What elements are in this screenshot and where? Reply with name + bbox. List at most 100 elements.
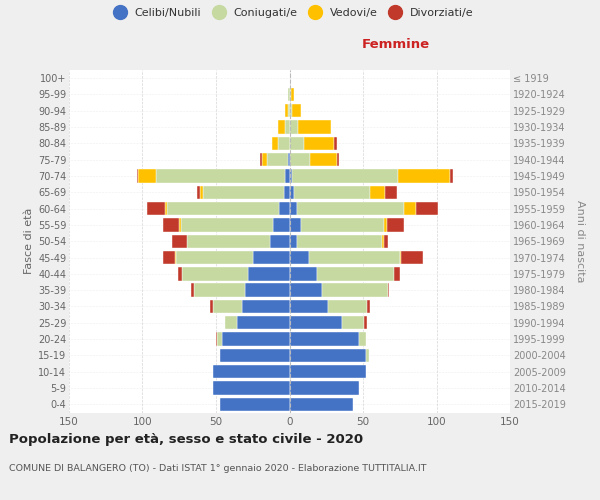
Bar (176, 251, 253, 264)
Bar (236, 316, 290, 330)
Bar (274, 218, 290, 232)
Bar (398, 170, 450, 182)
Bar (290, 284, 322, 297)
Bar (290, 300, 328, 313)
Bar (253, 251, 290, 264)
Bar (290, 332, 359, 346)
Bar (163, 218, 179, 232)
Bar (401, 251, 423, 264)
Text: Popolazione per età, sesso e stato civile - 2020: Popolazione per età, sesso e stato civil… (9, 432, 363, 446)
Bar (242, 300, 290, 313)
Bar (404, 202, 416, 215)
Bar (262, 153, 268, 166)
Bar (182, 267, 248, 280)
Bar (386, 218, 404, 232)
Bar (285, 104, 288, 118)
Bar (292, 104, 301, 118)
Bar (370, 186, 385, 199)
Bar (290, 365, 366, 378)
Bar (317, 267, 394, 280)
Bar (388, 284, 389, 297)
Bar (394, 267, 400, 280)
Bar (290, 136, 304, 150)
Bar (400, 251, 401, 264)
Bar (290, 88, 291, 101)
Bar (328, 300, 367, 313)
Bar (278, 136, 290, 150)
Bar (290, 234, 297, 248)
Bar (290, 170, 292, 182)
Bar (213, 365, 290, 378)
Bar (304, 136, 334, 150)
Bar (367, 300, 370, 313)
Bar (297, 234, 382, 248)
Bar (290, 104, 292, 118)
Bar (310, 153, 337, 166)
Bar (138, 170, 156, 182)
Y-axis label: Fasce di età: Fasce di età (23, 208, 34, 274)
Bar (291, 88, 294, 101)
Bar (337, 153, 340, 166)
Bar (290, 120, 298, 134)
Text: Femmine: Femmine (361, 38, 430, 51)
Text: COMUNE DI BALANGERO (TO) - Dati ISTAT 1° gennaio 2020 - Elaborazione TUTTITALIA.: COMUNE DI BALANGERO (TO) - Dati ISTAT 1°… (9, 464, 427, 473)
Bar (450, 170, 452, 182)
Bar (210, 300, 213, 313)
Bar (290, 267, 317, 280)
Bar (203, 186, 284, 199)
Bar (172, 234, 187, 248)
Y-axis label: Anni di nascita: Anni di nascita (575, 200, 585, 282)
Bar (288, 88, 290, 101)
Bar (288, 104, 290, 118)
Bar (222, 332, 290, 346)
Bar (260, 153, 262, 166)
Bar (383, 234, 388, 248)
Bar (278, 120, 285, 134)
Bar (290, 251, 308, 264)
Bar (290, 202, 297, 215)
Bar (225, 316, 236, 330)
Bar (290, 316, 343, 330)
Bar (285, 170, 290, 182)
Bar (137, 170, 138, 182)
Bar (167, 202, 279, 215)
Bar (178, 267, 182, 280)
Bar (279, 202, 290, 215)
Bar (217, 332, 222, 346)
Bar (194, 284, 245, 297)
Bar (245, 284, 290, 297)
Bar (268, 153, 288, 166)
Bar (179, 218, 181, 232)
Bar (284, 186, 290, 199)
Bar (364, 316, 367, 330)
Bar (163, 251, 175, 264)
Bar (359, 332, 366, 346)
Bar (322, 284, 388, 297)
Bar (200, 186, 203, 199)
Bar (290, 186, 294, 199)
Bar (297, 202, 404, 215)
Bar (301, 218, 383, 232)
Bar (298, 120, 331, 134)
Bar (366, 348, 369, 362)
Bar (385, 186, 397, 199)
Bar (382, 234, 383, 248)
Bar (290, 382, 359, 394)
Bar (294, 186, 370, 199)
Bar (248, 267, 290, 280)
Bar (271, 234, 290, 248)
Bar (220, 398, 290, 411)
Bar (288, 153, 290, 166)
Bar (416, 202, 438, 215)
Bar (290, 398, 353, 411)
Bar (164, 202, 167, 215)
Bar (197, 186, 200, 199)
Bar (213, 382, 290, 394)
Bar (213, 300, 242, 313)
Bar (343, 316, 364, 330)
Bar (191, 284, 194, 297)
Bar (187, 234, 271, 248)
Bar (216, 332, 217, 346)
Bar (292, 170, 398, 182)
Bar (156, 170, 285, 182)
